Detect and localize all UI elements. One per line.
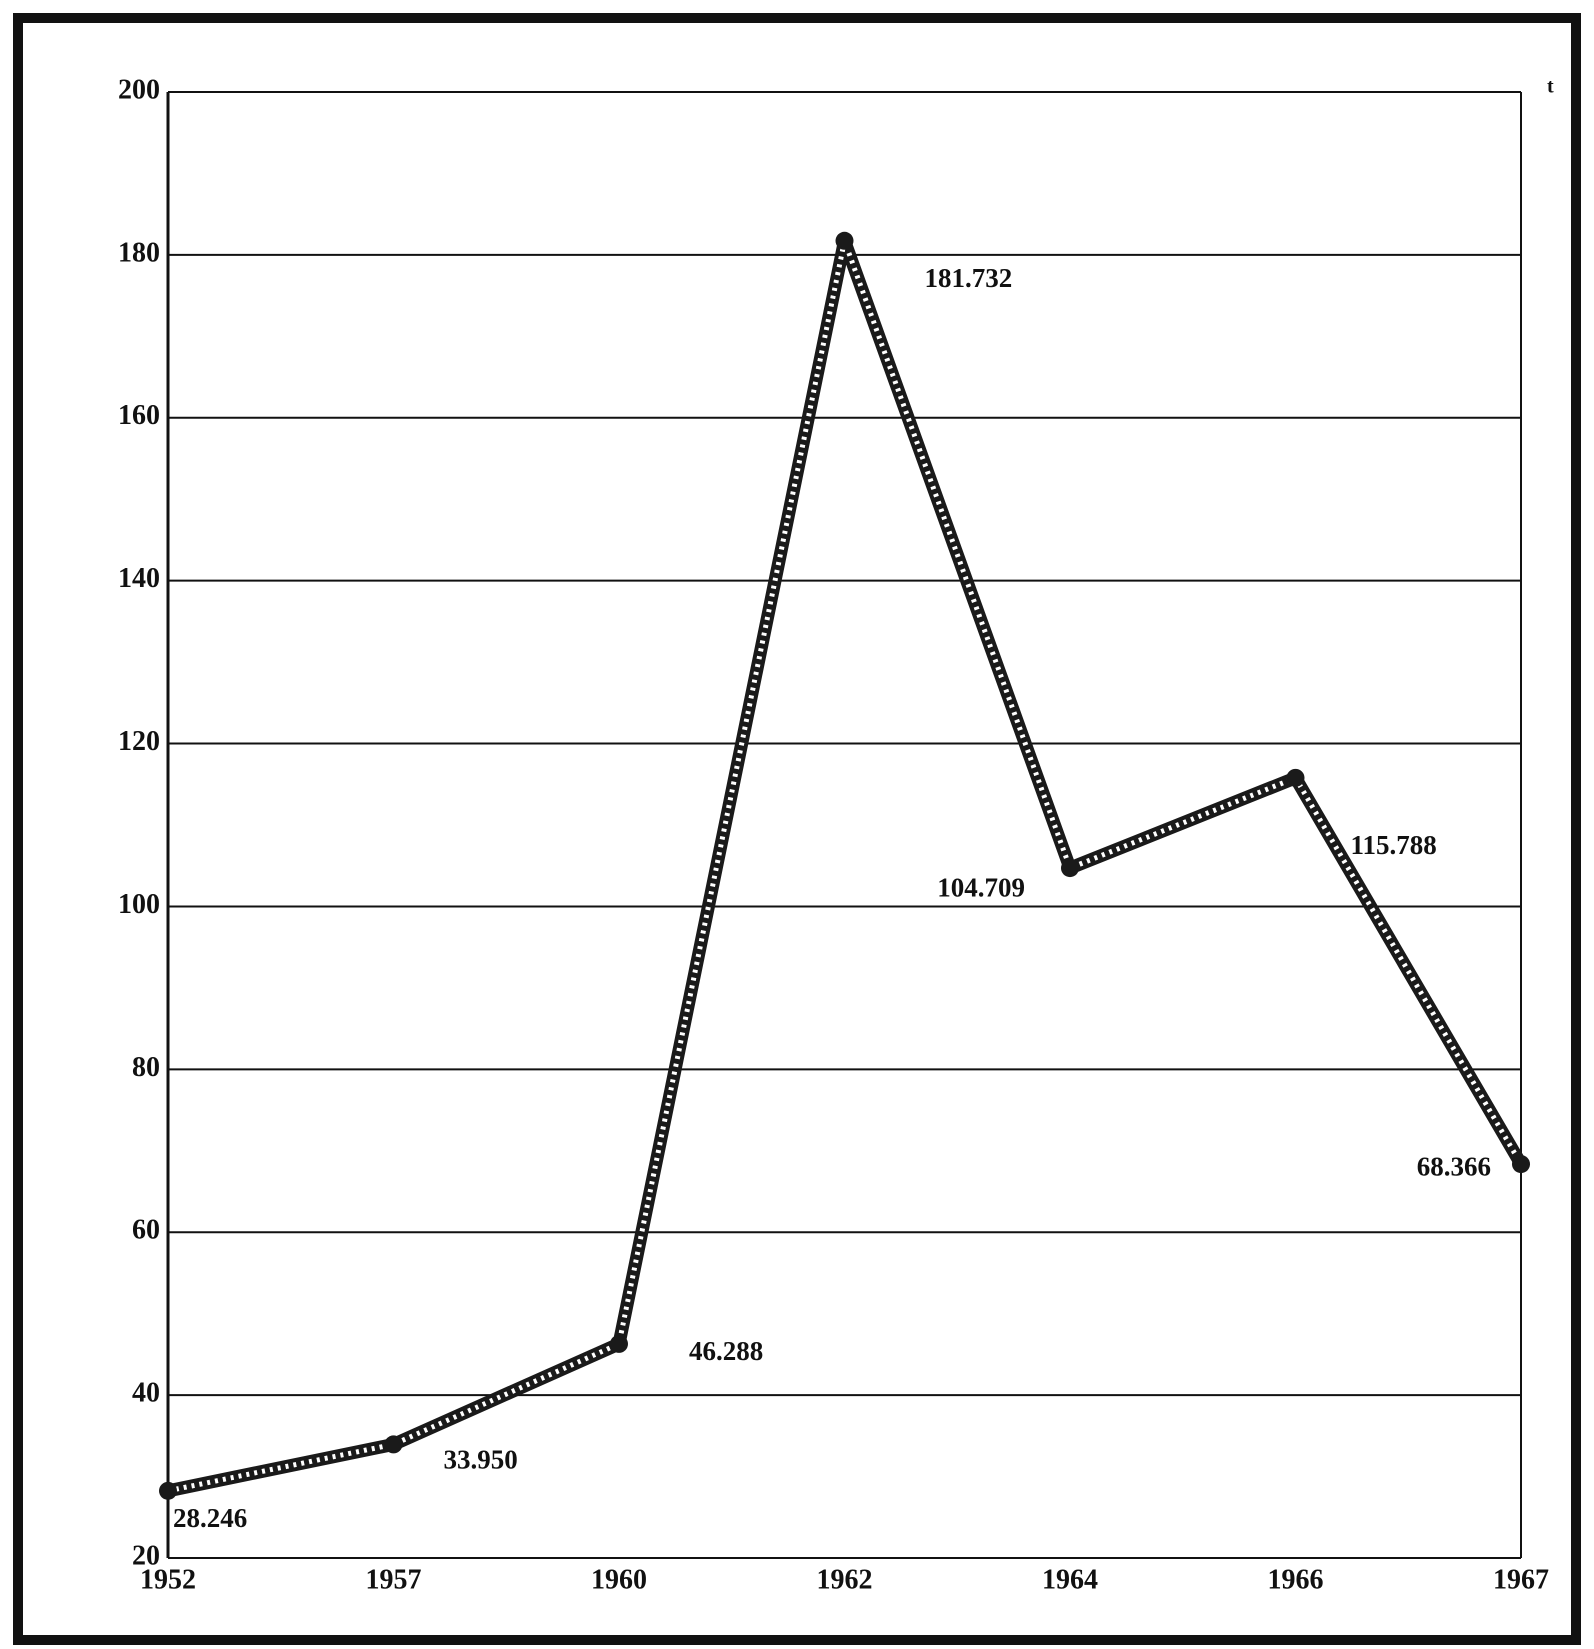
value-label: 104.709	[937, 872, 1025, 902]
point	[836, 232, 854, 250]
value-label: 33.950	[444, 1445, 518, 1475]
x-tick-label: 1964	[1042, 1564, 1098, 1595]
rope-texture	[168, 241, 1521, 1491]
frame	[18, 18, 1576, 1640]
point	[385, 1435, 403, 1453]
value-label: 115.788	[1351, 830, 1437, 860]
point	[610, 1335, 628, 1353]
y-tick-label: 140	[118, 563, 160, 594]
point	[1512, 1155, 1530, 1173]
point	[159, 1482, 177, 1500]
y-tick-label: 40	[132, 1378, 160, 1409]
point	[1061, 859, 1079, 877]
y-tick-label: 60	[132, 1215, 160, 1246]
value-label: 46.288	[689, 1336, 763, 1366]
page: {"chart_data": {"type": "line", "categor…	[0, 0, 1594, 1649]
chart: 20406080100120140160180200t1952195719601…	[0, 0, 1594, 1649]
y-unit: t	[1547, 76, 1554, 98]
x-tick-label: 1957	[366, 1564, 422, 1595]
y-tick-label: 120	[118, 726, 160, 757]
x-tick-label: 1966	[1268, 1564, 1324, 1595]
y-tick-label: 180	[118, 237, 160, 268]
point	[1287, 769, 1305, 787]
x-tick-label: 1960	[591, 1564, 647, 1595]
value-label: 68.366	[1417, 1151, 1491, 1181]
y-tick-label: 100	[118, 889, 160, 920]
y-tick-label: 200	[118, 74, 160, 105]
x-tick-label: 1962	[817, 1564, 873, 1595]
x-tick-label: 1967	[1493, 1564, 1549, 1595]
y-tick-label: 160	[118, 400, 160, 431]
value-label: 28.246	[173, 1503, 247, 1533]
value-label: 181.732	[925, 263, 1013, 293]
rope-line	[168, 241, 1521, 1491]
x-tick-label: 1952	[140, 1564, 196, 1595]
y-tick-label: 80	[132, 1052, 160, 1083]
